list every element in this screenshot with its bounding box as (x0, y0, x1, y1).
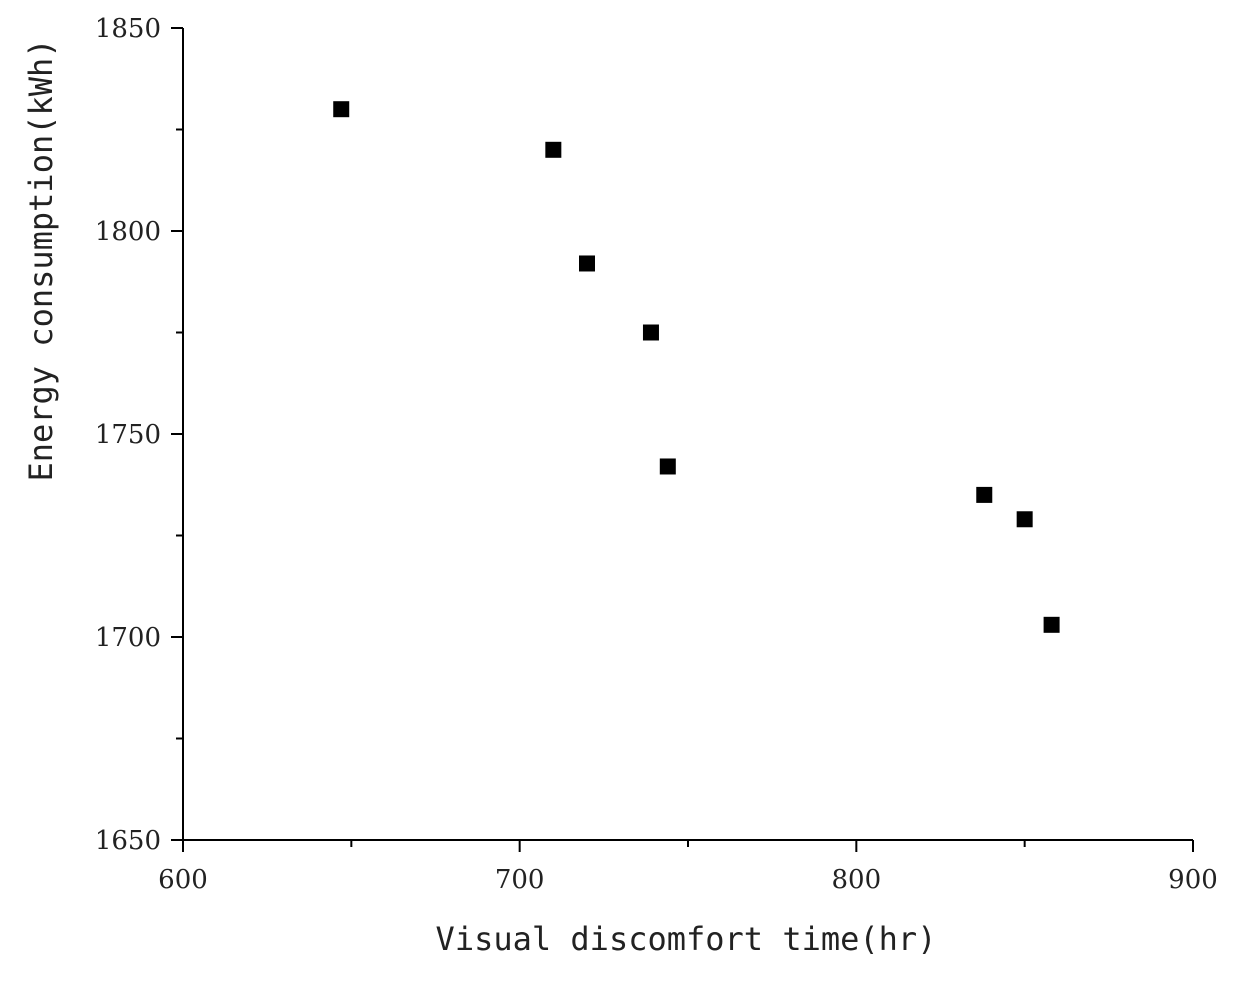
x-tick-label: 600 (158, 865, 208, 895)
x-tick-label: 700 (495, 865, 545, 895)
plot-area: 600 700 800 900 1650 1700 1750 1800 1850 (95, 14, 1218, 895)
y-tick-label: 1800 (95, 217, 161, 247)
data-point (333, 101, 350, 118)
y-tick-label: 1650 (95, 826, 161, 856)
x-tick-label: 800 (832, 865, 882, 895)
data-point (659, 458, 676, 475)
y-axis-ticks: 1650 1700 1750 1800 1850 (95, 14, 183, 856)
data-point (1043, 616, 1060, 633)
y-tick-label: 1850 (95, 14, 161, 44)
y-tick-label: 1750 (95, 420, 161, 450)
data-point (642, 324, 659, 341)
y-axis-title: Energy consumption(kWh) (22, 38, 60, 481)
x-axis-title: Visual discomfort time(hr) (436, 920, 937, 958)
data-point (976, 486, 993, 503)
x-axis-ticks: 600 700 800 900 (158, 840, 1218, 895)
data-point (545, 141, 562, 158)
data-points (333, 101, 1060, 633)
data-point (579, 255, 595, 272)
x-tick-label: 900 (1168, 865, 1218, 895)
y-tick-label: 1700 (95, 623, 161, 653)
data-point (1016, 511, 1033, 528)
